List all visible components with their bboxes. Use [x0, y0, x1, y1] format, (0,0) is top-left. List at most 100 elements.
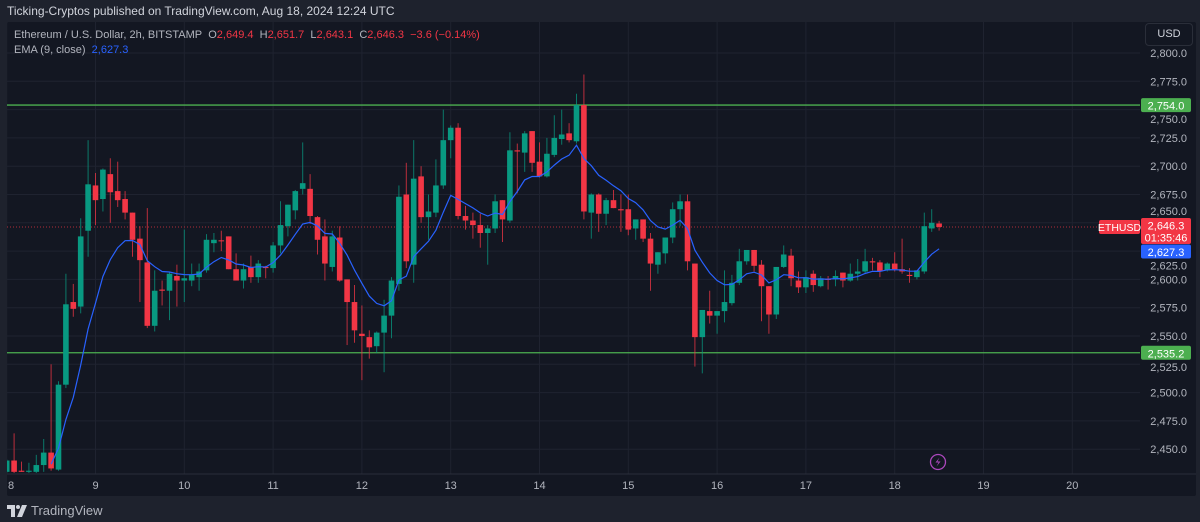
candle — [196, 263, 202, 291]
symbol-title[interactable]: Ethereum / U.S. Dollar, 2h, BITSTAMP — [14, 29, 203, 41]
y-tick-label: 2,525.0 — [1150, 362, 1187, 374]
candle — [736, 248, 743, 286]
candle-body — [447, 127, 454, 141]
candle — [891, 252, 898, 272]
candle — [603, 197, 609, 226]
candle — [70, 283, 77, 317]
candle — [151, 270, 158, 332]
footer-brand[interactable]: TradingView — [7, 503, 103, 518]
candle — [477, 213, 484, 248]
candle — [625, 194, 632, 236]
candle-body — [403, 194, 410, 262]
candle-body — [906, 274, 913, 277]
candle-body — [151, 290, 158, 326]
y-tick-label: 2,575.0 — [1150, 303, 1187, 315]
candle-body — [26, 470, 32, 472]
candle — [877, 260, 883, 278]
y-tick-label: 2,750.0 — [1150, 114, 1187, 126]
candle — [581, 74, 587, 220]
candle — [699, 309, 706, 374]
candle-body — [211, 239, 217, 244]
candle — [840, 272, 846, 288]
candle-body — [40, 452, 47, 466]
candle-body — [240, 269, 247, 281]
candlestick-chart[interactable]: 8 9 10 11 12 13 14 15 16 17 18 19 20 2,800.0 2,775.0 2,… — [7, 22, 1196, 496]
candle-body — [936, 223, 942, 227]
candle-body — [85, 184, 91, 231]
close-value: 2,646.3 — [367, 29, 404, 41]
y-tick-label: 2,775.0 — [1150, 76, 1187, 88]
x-tick-label: 20 — [1066, 480, 1078, 492]
chart-legend: Ethereum / U.S. Dollar, 2h, BITSTAMP O 2,… — [14, 28, 480, 58]
candle-body — [706, 311, 713, 316]
candle — [640, 219, 646, 243]
candle — [381, 299, 387, 373]
candle-body — [551, 137, 558, 155]
candle-body — [425, 211, 432, 218]
symbol-badge: ETHUSD — [1098, 219, 1142, 234]
candle-body — [558, 134, 565, 140]
candle — [447, 125, 454, 159]
ema-title[interactable]: EMA (9, close) — [14, 44, 86, 56]
candle — [233, 253, 239, 281]
candle — [869, 257, 876, 271]
candle — [181, 229, 188, 303]
candle — [847, 263, 854, 282]
candle-body — [218, 240, 225, 242]
candle-body — [270, 245, 276, 269]
candle-body — [100, 169, 106, 200]
candle-body — [322, 236, 328, 264]
ema-price-badge-bg — [1141, 244, 1191, 259]
candle-body — [766, 286, 772, 315]
candle — [558, 109, 565, 145]
open-label: O — [208, 29, 217, 41]
candle-body — [536, 161, 543, 177]
candle — [336, 226, 343, 282]
candle — [914, 270, 920, 280]
candle-body — [203, 239, 210, 271]
candle — [788, 248, 794, 287]
tradingview-brand-text: TradingView — [31, 503, 103, 518]
high-value: 2,651.7 — [267, 29, 305, 41]
candle-body — [655, 252, 661, 265]
event-circle — [929, 453, 947, 471]
candle — [248, 255, 254, 283]
candle-body — [514, 150, 521, 152]
candle — [470, 212, 476, 239]
candle-body — [795, 280, 802, 288]
candle-body — [699, 309, 706, 338]
candle-body — [854, 271, 861, 274]
candle-body — [840, 272, 846, 281]
candle-body — [92, 185, 99, 201]
candle — [803, 270, 809, 293]
candle-body — [632, 219, 639, 229]
candle — [573, 93, 580, 144]
ema-legend-row: EMA (9, close) 2,627.3 — [14, 43, 480, 58]
candle — [418, 166, 424, 223]
candle — [7, 459, 10, 473]
ema-line — [50, 144, 940, 465]
candle-body — [788, 255, 794, 279]
candle-body — [188, 274, 195, 281]
candle-body — [166, 273, 173, 291]
candle — [588, 193, 595, 239]
lightning-event-icon[interactable] — [929, 453, 947, 471]
candle-body — [129, 212, 136, 240]
y-tick-label: 2,725.0 — [1150, 133, 1187, 145]
candle-body — [329, 236, 336, 267]
candle — [507, 132, 513, 223]
candle — [921, 212, 928, 274]
high-label: H — [259, 29, 268, 41]
candle — [766, 286, 772, 334]
candle — [721, 270, 728, 323]
currency-button[interactable]: USD — [1145, 23, 1193, 46]
candle-body — [869, 261, 876, 263]
candle — [92, 172, 99, 226]
x-tick-label: 19 — [977, 480, 989, 492]
chart-panel[interactable]: 8 9 10 11 12 13 14 15 16 17 18 19 20 2,800.0 2,775.0 2,… — [7, 22, 1196, 496]
symbol-badge-text: ETHUSD — [1098, 222, 1142, 234]
y-tick-label: 2,700.0 — [1150, 161, 1187, 173]
candle-body — [832, 276, 839, 280]
candle — [137, 226, 143, 303]
ema-value: 2,627.3 — [91, 44, 129, 56]
